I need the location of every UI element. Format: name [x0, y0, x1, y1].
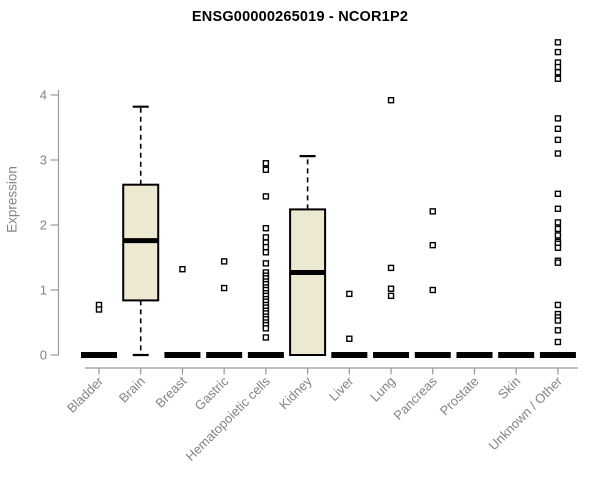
outlier-point-hematopoietic-cells — [262, 234, 270, 241]
collapsed-box-pancreas — [414, 352, 451, 358]
y-tick-label-0: 0 — [40, 348, 47, 363]
outlier-point-pancreas — [429, 241, 436, 249]
outlier-point-gastric — [220, 284, 228, 292]
outlier-point-unknown-other — [554, 63, 562, 71]
x-tick-label-breast: Breast — [152, 373, 189, 410]
chart-title: ENSG00000265019 - NCOR1P2 — [191, 9, 409, 25]
outlier-point-unknown-other — [554, 259, 562, 266]
outlier-point-unknown-other — [554, 232, 562, 239]
x-tick-label-kidney: Kidney — [276, 373, 315, 412]
outlier-point-pancreas — [429, 286, 436, 294]
outlier-point-hematopoietic-cells — [262, 325, 270, 332]
x-tick-label-prostate: Prostate — [437, 374, 482, 419]
outlier-point-hematopoietic-cells — [262, 260, 270, 267]
outlier-point-unknown-other — [554, 225, 562, 233]
outlier-point-bladder — [95, 306, 103, 313]
outlier-point-hematopoietic-cells — [262, 249, 270, 256]
collapsed-box-bladder — [81, 352, 117, 358]
outlier-point-hematopoietic-cells — [262, 334, 270, 341]
x-tick-label-lung: Lung — [367, 374, 398, 405]
x-tick-label-gastric: Gastric — [192, 373, 232, 413]
outlier-point-unknown-other — [554, 317, 562, 324]
outlier-point-unknown-other — [554, 190, 562, 198]
outlier-point-pancreas — [429, 208, 436, 215]
outlier-point-unknown-other — [554, 205, 562, 212]
outlier-point-unknown-other — [554, 48, 562, 56]
x-tick-label-pancreas: Pancreas — [390, 373, 440, 423]
outlier-point-unknown-other — [554, 327, 562, 334]
collapsed-box-gastric — [206, 352, 243, 358]
outlier-point-unknown-other — [554, 115, 562, 122]
collapsed-box-breast — [164, 352, 201, 358]
y-tick-label-3: 3 — [40, 153, 47, 168]
outlier-point-lung — [387, 264, 395, 272]
outlier-point-unknown-other — [554, 219, 562, 226]
outlier-point-lung — [387, 292, 395, 300]
outlier-point-unknown-other — [554, 136, 562, 144]
outlier-point-unknown-other — [554, 244, 562, 251]
x-tick-label-liver: Liver — [326, 373, 357, 404]
outlier-point-liver — [346, 335, 353, 342]
x-tick-label-brain: Brain — [116, 374, 148, 406]
outlier-point-unknown-other — [554, 301, 562, 309]
collapsed-box-skin — [498, 352, 535, 358]
outlier-point-hematopoietic-cells — [262, 160, 270, 167]
outlier-point-hematopoietic-cells — [262, 225, 270, 232]
outlier-point-unknown-other — [554, 75, 562, 82]
collapsed-box-prostate — [456, 352, 493, 358]
outlier-point-unknown-other — [554, 125, 562, 133]
outlier-point-unknown-other — [554, 150, 562, 157]
collapsed-box-unknown-other — [539, 352, 576, 358]
y-tick-label-2: 2 — [40, 218, 47, 233]
outlier-point-hematopoietic-cells — [262, 166, 270, 173]
y-tick-label-4: 4 — [40, 88, 47, 103]
x-tick-label-bladder: Bladder — [64, 373, 107, 416]
outlier-point-liver — [346, 290, 353, 298]
outlier-point-lung — [387, 96, 395, 104]
outlier-point-gastric — [220, 258, 228, 265]
x-tick-label-skin: Skin — [495, 374, 523, 402]
collapsed-box-liver — [331, 352, 368, 358]
collapsed-box-lung — [373, 352, 410, 358]
box-kidney — [289, 208, 327, 356]
x-tick-label-unknown-other: Unknown / Other — [485, 373, 565, 453]
outlier-point-unknown-other — [554, 338, 562, 346]
outlier-point-unknown-other — [554, 39, 562, 46]
outlier-point-hematopoietic-cells — [262, 193, 270, 200]
outlier-point-breast — [179, 266, 186, 273]
collapsed-box-hematopoietic-cells — [247, 352, 284, 358]
outlier-point-hematopoietic-cells — [262, 243, 270, 251]
y-tick-label-1: 1 — [40, 283, 47, 298]
outlier-point-unknown-other — [554, 69, 562, 76]
outlier-point-lung — [387, 285, 395, 292]
